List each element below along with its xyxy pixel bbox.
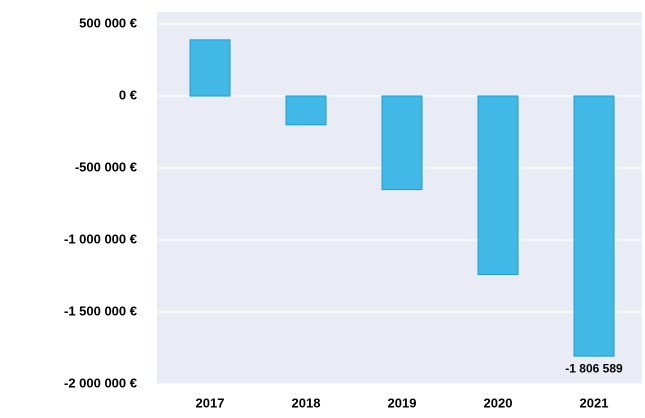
plot-area <box>157 12 642 384</box>
bar <box>285 95 327 126</box>
x-tick-label: 2021 <box>580 395 609 410</box>
bar <box>477 95 519 276</box>
y-tick-label: -1 500 000 € <box>64 303 137 318</box>
bar <box>381 95 423 191</box>
value-label: -1 806 589 <box>565 361 623 375</box>
y-tick-label: 500 000 € <box>79 15 137 30</box>
x-tick-label: 2019 <box>388 395 417 410</box>
y-tick-label: 0 € <box>119 87 137 102</box>
y-tick-label: -1 000 000 € <box>64 231 137 246</box>
x-tick-label: 2020 <box>484 395 513 410</box>
x-tick-label: 2017 <box>196 395 225 410</box>
y-tick-label: -2 000 000 € <box>64 375 137 390</box>
bar <box>573 95 615 357</box>
y-tick-label: -500 000 € <box>75 159 137 174</box>
x-tick-label: 2018 <box>292 395 321 410</box>
bar <box>189 39 231 97</box>
